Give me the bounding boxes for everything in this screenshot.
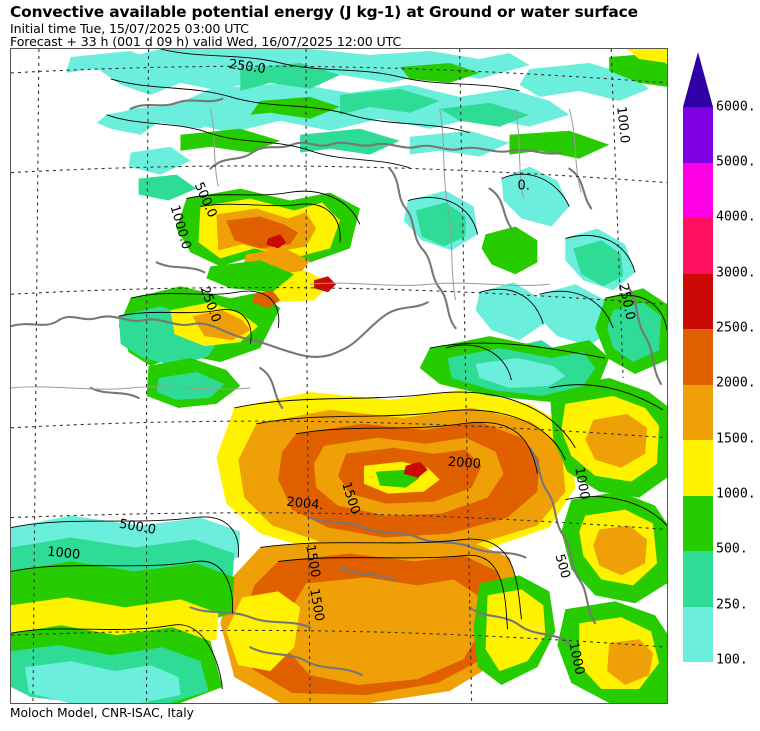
colorbar-seg-1500-2000 — [683, 384, 713, 440]
colorbar-seg-4000-5000 — [683, 162, 713, 218]
colorbar-label-1: 5000. — [716, 154, 756, 170]
colorbar-label-0: 6000. — [716, 99, 756, 115]
colorbar-label-8: 500. — [716, 541, 748, 557]
svg-text:500.0: 500.0 — [118, 517, 157, 538]
map-panel[interactable]: 250.0 100.0 0. 1000.0 500.0 250.0 500.0 … — [10, 48, 668, 704]
colorbar-label-3: 3000. — [716, 265, 756, 281]
svg-text:500: 500 — [551, 552, 572, 580]
colorbar — [683, 52, 713, 662]
shaded-region-southwest — [11, 515, 241, 703]
colorbar-seg-500-1000 — [683, 495, 713, 551]
svg-text:1500: 1500 — [306, 587, 326, 622]
initial-time-label: Initial time Tue, 15/07/2025 03:00 UTC — [10, 21, 249, 36]
colorbar-label-2: 4000. — [716, 209, 756, 225]
colorbar-segments — [683, 107, 713, 662]
forecast-valid-time-label: Forecast + 33 h (001 d 09 h) valid Wed, … — [10, 34, 402, 49]
colorbar-label-4: 2500. — [716, 320, 756, 336]
colorbar-label-10: 100. — [716, 652, 748, 668]
svg-text:0.: 0. — [517, 179, 529, 194]
shaded-region-west — [96, 108, 197, 201]
svg-text:100.0: 100.0 — [613, 106, 632, 144]
colorbar-seg-1000-1500 — [683, 440, 713, 496]
shaded-region-north — [65, 49, 667, 159]
graticule — [11, 49, 667, 703]
page-title: Convective available potential energy (J… — [10, 3, 638, 21]
svg-text:1000: 1000 — [565, 641, 587, 676]
colorbar-cap-triangle — [683, 52, 713, 107]
colorbar-seg-100-250 — [683, 606, 713, 662]
colorbar-label-6: 1500. — [716, 431, 756, 447]
svg-text:2004.: 2004. — [286, 495, 324, 514]
colorbar-seg-2500-3000 — [683, 273, 713, 329]
country-borders — [11, 108, 582, 390]
coastlines — [11, 97, 663, 677]
contour-lines — [11, 49, 667, 690]
colorbar-seg-5000-6000 — [683, 107, 713, 163]
shaded-region-south-tongue — [220, 539, 556, 703]
svg-text:250.0: 250.0 — [228, 57, 267, 77]
cape-contour-map: 250.0 100.0 0. 1000.0 500.0 250.0 500.0 … — [11, 49, 667, 703]
colorbar-seg-2000-2500 — [683, 329, 713, 385]
shaded-region-hotspots — [252, 234, 428, 478]
model-credit-label: Moloch Model, CNR-ISAC, Italy — [10, 706, 194, 720]
colorbar-label-7: 1000. — [716, 486, 756, 502]
svg-text:1000: 1000 — [46, 545, 80, 563]
colorbar-tick-labels: 6000. 5000. 4000. 3000. 2500. 2000. 1500. 1000.… — [716, 52, 760, 672]
colorbar-label-5: 2000. — [716, 375, 756, 391]
svg-text:2000: 2000 — [447, 455, 481, 472]
svg-text:1000: 1000 — [571, 466, 591, 501]
colorbar-seg-3000-4000 — [683, 218, 713, 274]
colorbar-top-arrow — [683, 52, 713, 107]
svg-text:1500: 1500 — [302, 544, 322, 579]
colorbar-seg-250-500 — [683, 551, 713, 607]
colorbar-label-9: 250. — [716, 597, 748, 613]
shaded-region-east — [549, 377, 667, 703]
